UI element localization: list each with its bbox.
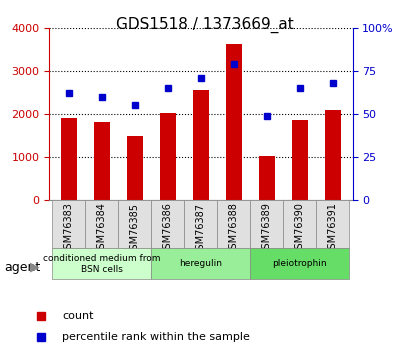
FancyBboxPatch shape [118,200,151,248]
Text: GSM76384: GSM76384 [97,203,107,255]
Text: GSM76389: GSM76389 [261,203,271,255]
FancyBboxPatch shape [250,248,348,279]
Text: heregulin: heregulin [179,259,222,268]
FancyBboxPatch shape [250,200,283,248]
Text: GDS1518 / 1373669_at: GDS1518 / 1373669_at [116,17,293,33]
Bar [225,44,242,200]
Text: count: count [62,311,93,321]
FancyBboxPatch shape [316,200,348,248]
Bar [126,136,143,200]
FancyBboxPatch shape [217,200,250,248]
Bar [258,156,274,200]
Bar [61,118,77,200]
Bar [159,113,176,200]
FancyBboxPatch shape [184,200,217,248]
Bar [94,122,110,200]
Bar [192,90,209,200]
FancyBboxPatch shape [85,200,118,248]
Text: GSM76391: GSM76391 [327,203,337,255]
Text: GSM76387: GSM76387 [196,203,205,256]
Text: pleiotrophin: pleiotrophin [272,259,326,268]
Text: GSM76385: GSM76385 [130,203,139,256]
FancyBboxPatch shape [283,200,316,248]
Text: percentile rank within the sample: percentile rank within the sample [62,332,249,342]
Text: GSM76390: GSM76390 [294,203,304,255]
FancyBboxPatch shape [52,248,151,279]
FancyBboxPatch shape [151,248,250,279]
Bar [324,110,340,200]
FancyBboxPatch shape [151,200,184,248]
Text: GSM76386: GSM76386 [162,203,173,255]
Text: GSM76388: GSM76388 [228,203,238,255]
Text: agent: agent [4,261,40,274]
Bar [291,120,307,200]
Text: conditioned medium from
BSN cells: conditioned medium from BSN cells [43,254,160,274]
FancyBboxPatch shape [52,200,85,248]
Text: GSM76383: GSM76383 [64,203,74,255]
Text: ▶: ▶ [29,261,39,274]
